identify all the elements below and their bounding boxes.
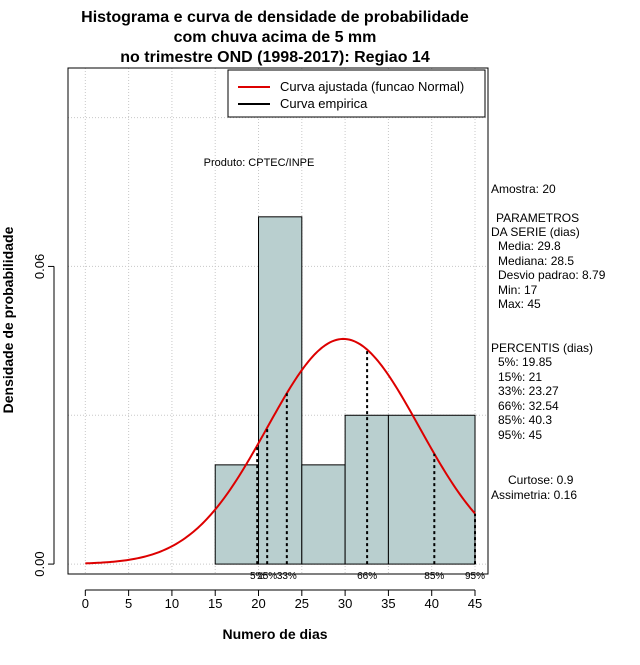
chart-title-line-3: no trimestre OND (1998-2017): Regiao 14 — [120, 49, 430, 66]
x-tick-label: 25 — [295, 596, 309, 611]
legend-box — [227, 69, 486, 118]
x-axis-label: Numero de dias — [222, 626, 327, 642]
x-tick-label: 20 — [251, 596, 265, 611]
histogram-bar — [301, 464, 346, 565]
stat-percentis-title: PERCENTIS (dias) — [491, 341, 593, 355]
stat-media: Media: 29.8 — [498, 239, 561, 253]
legend-label-normal: Curva ajustada (funcao Normal) — [280, 79, 464, 94]
histogram-bar — [387, 414, 476, 565]
stat-mediana: Mediana: 28.5 — [498, 254, 574, 268]
x-tick-label: 5 — [125, 596, 132, 611]
chart-title-line-2: com chuva acima de 5 mm — [174, 29, 377, 46]
stat-parametros-title-1: PARAMETROS — [496, 211, 579, 225]
axes: 0 5 10 15 20 25 30 35 40 45 0.00 0.06 — [32, 254, 482, 611]
percentile-label: 66% — [357, 571, 377, 582]
x-tick-label: 0 — [82, 596, 89, 611]
percentile-label: 95% — [465, 571, 485, 582]
x-tick-label: 15 — [208, 596, 222, 611]
normal-curve-line — [85, 337, 476, 565]
y-tick-label: 0.00 — [32, 551, 47, 576]
x-tick-label: 30 — [338, 596, 352, 611]
stat-p5: 5%: 19.85 — [498, 355, 552, 369]
stat-assimetria: Assimetria: 0.16 — [491, 488, 577, 502]
chart-title-line-1: Histograma e curva de densidade de proba… — [81, 9, 469, 26]
histogram-bars — [214, 216, 476, 565]
stat-p95: 95%: 45 — [498, 428, 542, 442]
stat-p15: 15%: 21 — [498, 370, 542, 384]
percentile-lines: 5%15% 33% 66% 85% 95% — [250, 349, 485, 582]
stat-parametros-title-2: DA SERIE (dias) — [491, 225, 580, 239]
y-tick-label: 0.06 — [32, 254, 47, 279]
plot-frame — [67, 67, 489, 575]
legend-label-empirical: Curva empirica — [280, 96, 368, 111]
histogram-bar — [258, 216, 303, 565]
percentile-label: 5% — [250, 571, 265, 582]
stat-max: Max: 45 — [498, 297, 541, 311]
stat-p85: 85%: 40.3 — [498, 413, 552, 427]
percentile-label: 15% — [257, 571, 277, 582]
stat-curtose: Curtose: 0.9 — [508, 473, 574, 487]
normal-curve — [85, 337, 476, 565]
stats-panel: Amostra: 20 PARAMETROS DA SERIE (dias) M… — [491, 182, 606, 502]
stat-min: Min: 17 — [498, 283, 538, 297]
x-tick-label: 10 — [165, 596, 179, 611]
stat-desvio: Desvio padrao: 8.79 — [498, 268, 606, 282]
product-annotation: Produto: CPTEC/INPE — [204, 157, 315, 169]
histogram-bar — [214, 464, 260, 565]
percentile-label: 85% — [424, 571, 444, 582]
percentile-label: 33% — [277, 571, 297, 582]
legend: Curva ajustada (funcao Normal) Curva emp… — [227, 69, 486, 118]
x-tick-label: 45 — [468, 596, 482, 611]
x-tick-label: 40 — [424, 596, 438, 611]
stat-p66: 66%: 32.54 — [498, 399, 559, 413]
stat-p33: 33%: 23.27 — [498, 384, 559, 398]
stat-amostra: Amostra: 20 — [491, 182, 556, 196]
y-axis-label: Densidade de probabilidade — [0, 226, 16, 413]
x-tick-label: 35 — [381, 596, 395, 611]
